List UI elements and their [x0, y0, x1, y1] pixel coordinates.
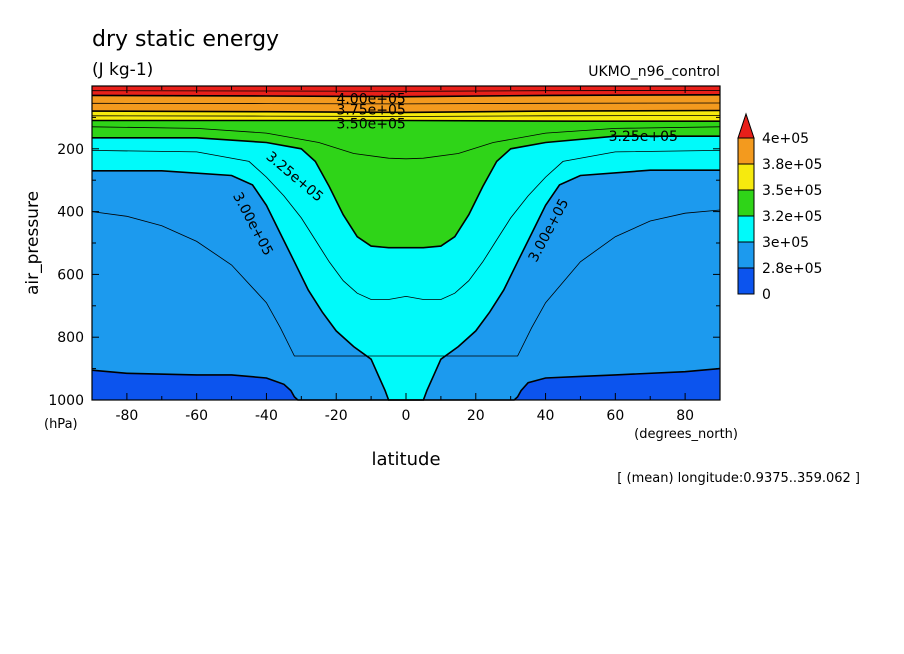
y-axis-title: air_pressure — [23, 191, 43, 295]
contour-line-minor-1 — [91, 150, 721, 300]
colorbar-label: 3e+05 — [762, 235, 809, 251]
y-axis: 200 400 600 800 1000 — [48, 116, 720, 409]
colorbar-label: 2.8e+05 — [762, 261, 822, 277]
contour-line-minor-2 — [91, 126, 721, 160]
x-tick-label: 60 — [606, 408, 624, 424]
x-tick-label: 20 — [467, 408, 485, 424]
contour-label: 3.75e+05 — [336, 102, 405, 118]
x-tick-label: 80 — [676, 408, 694, 424]
contour-line-minor-3 — [91, 115, 721, 117]
y-tick-label: 600 — [57, 267, 84, 283]
colorbar-swatch — [737, 137, 755, 165]
colorbar-label: 4e+05 — [762, 131, 809, 147]
colorbar-swatch — [737, 215, 755, 243]
x-tick-label: -60 — [185, 408, 208, 424]
contour-line-325000 — [92, 135, 720, 249]
colorbar-swatch — [737, 241, 755, 269]
colorbar-swatch — [737, 163, 755, 191]
colorbar-arrow — [737, 112, 755, 139]
contour-plot — [91, 86, 721, 401]
contour-line-350000 — [92, 119, 720, 122]
x-tick-label: 40 — [537, 408, 555, 424]
chart-units: (J kg-1) — [92, 60, 153, 80]
y-axis-units: (hPa) — [44, 417, 78, 432]
x-axis-title: latitude — [371, 449, 440, 470]
colorbar-label: 0 — [762, 287, 771, 303]
contour-label: 4.00e+05 — [336, 92, 405, 108]
contour-line-375000 — [91, 109, 721, 114]
x-tick-label: -80 — [115, 408, 138, 424]
x-tick-label: 0 — [402, 408, 411, 424]
contour-line-minor-4 — [91, 102, 721, 105]
y-tick-label: 200 — [57, 142, 84, 158]
y-tick-label: 800 — [57, 330, 84, 346]
run-label: UKMO_n96_control — [588, 64, 720, 80]
x-axis-units: (degrees_north) — [634, 427, 738, 442]
contour-line-minor-0 — [91, 209, 721, 357]
contour-label: 3.25e+05 — [609, 129, 678, 145]
colorbar-swatch — [737, 267, 755, 295]
y-tick-label: 1000 — [48, 393, 84, 409]
colorbar: 4e+05 3.8e+05 3.5e+05 3.2e+05 3e+05 2.8e+05 0 — [737, 112, 822, 303]
colorbar-label: 3.5e+05 — [762, 183, 822, 199]
contour-label: 3.50e+05 — [336, 116, 405, 132]
x-tick-label: -20 — [325, 408, 348, 424]
band-325000 — [92, 86, 720, 248]
colorbar-swatch — [737, 189, 755, 217]
x-tick-label: -40 — [255, 408, 278, 424]
y-tick-label: 400 — [57, 205, 84, 221]
contour-line-400000 — [91, 94, 721, 98]
colorbar-label: 3.2e+05 — [762, 209, 822, 225]
colorbar-label: 3.8e+05 — [762, 157, 822, 173]
chart-title: dry static energy — [92, 27, 279, 52]
x-axis: -80 -60 -40 -20 0 20 40 60 80 — [91, 86, 721, 424]
footer-note: [ (mean) longitude:0.9375..359.062 ] — [617, 471, 860, 486]
